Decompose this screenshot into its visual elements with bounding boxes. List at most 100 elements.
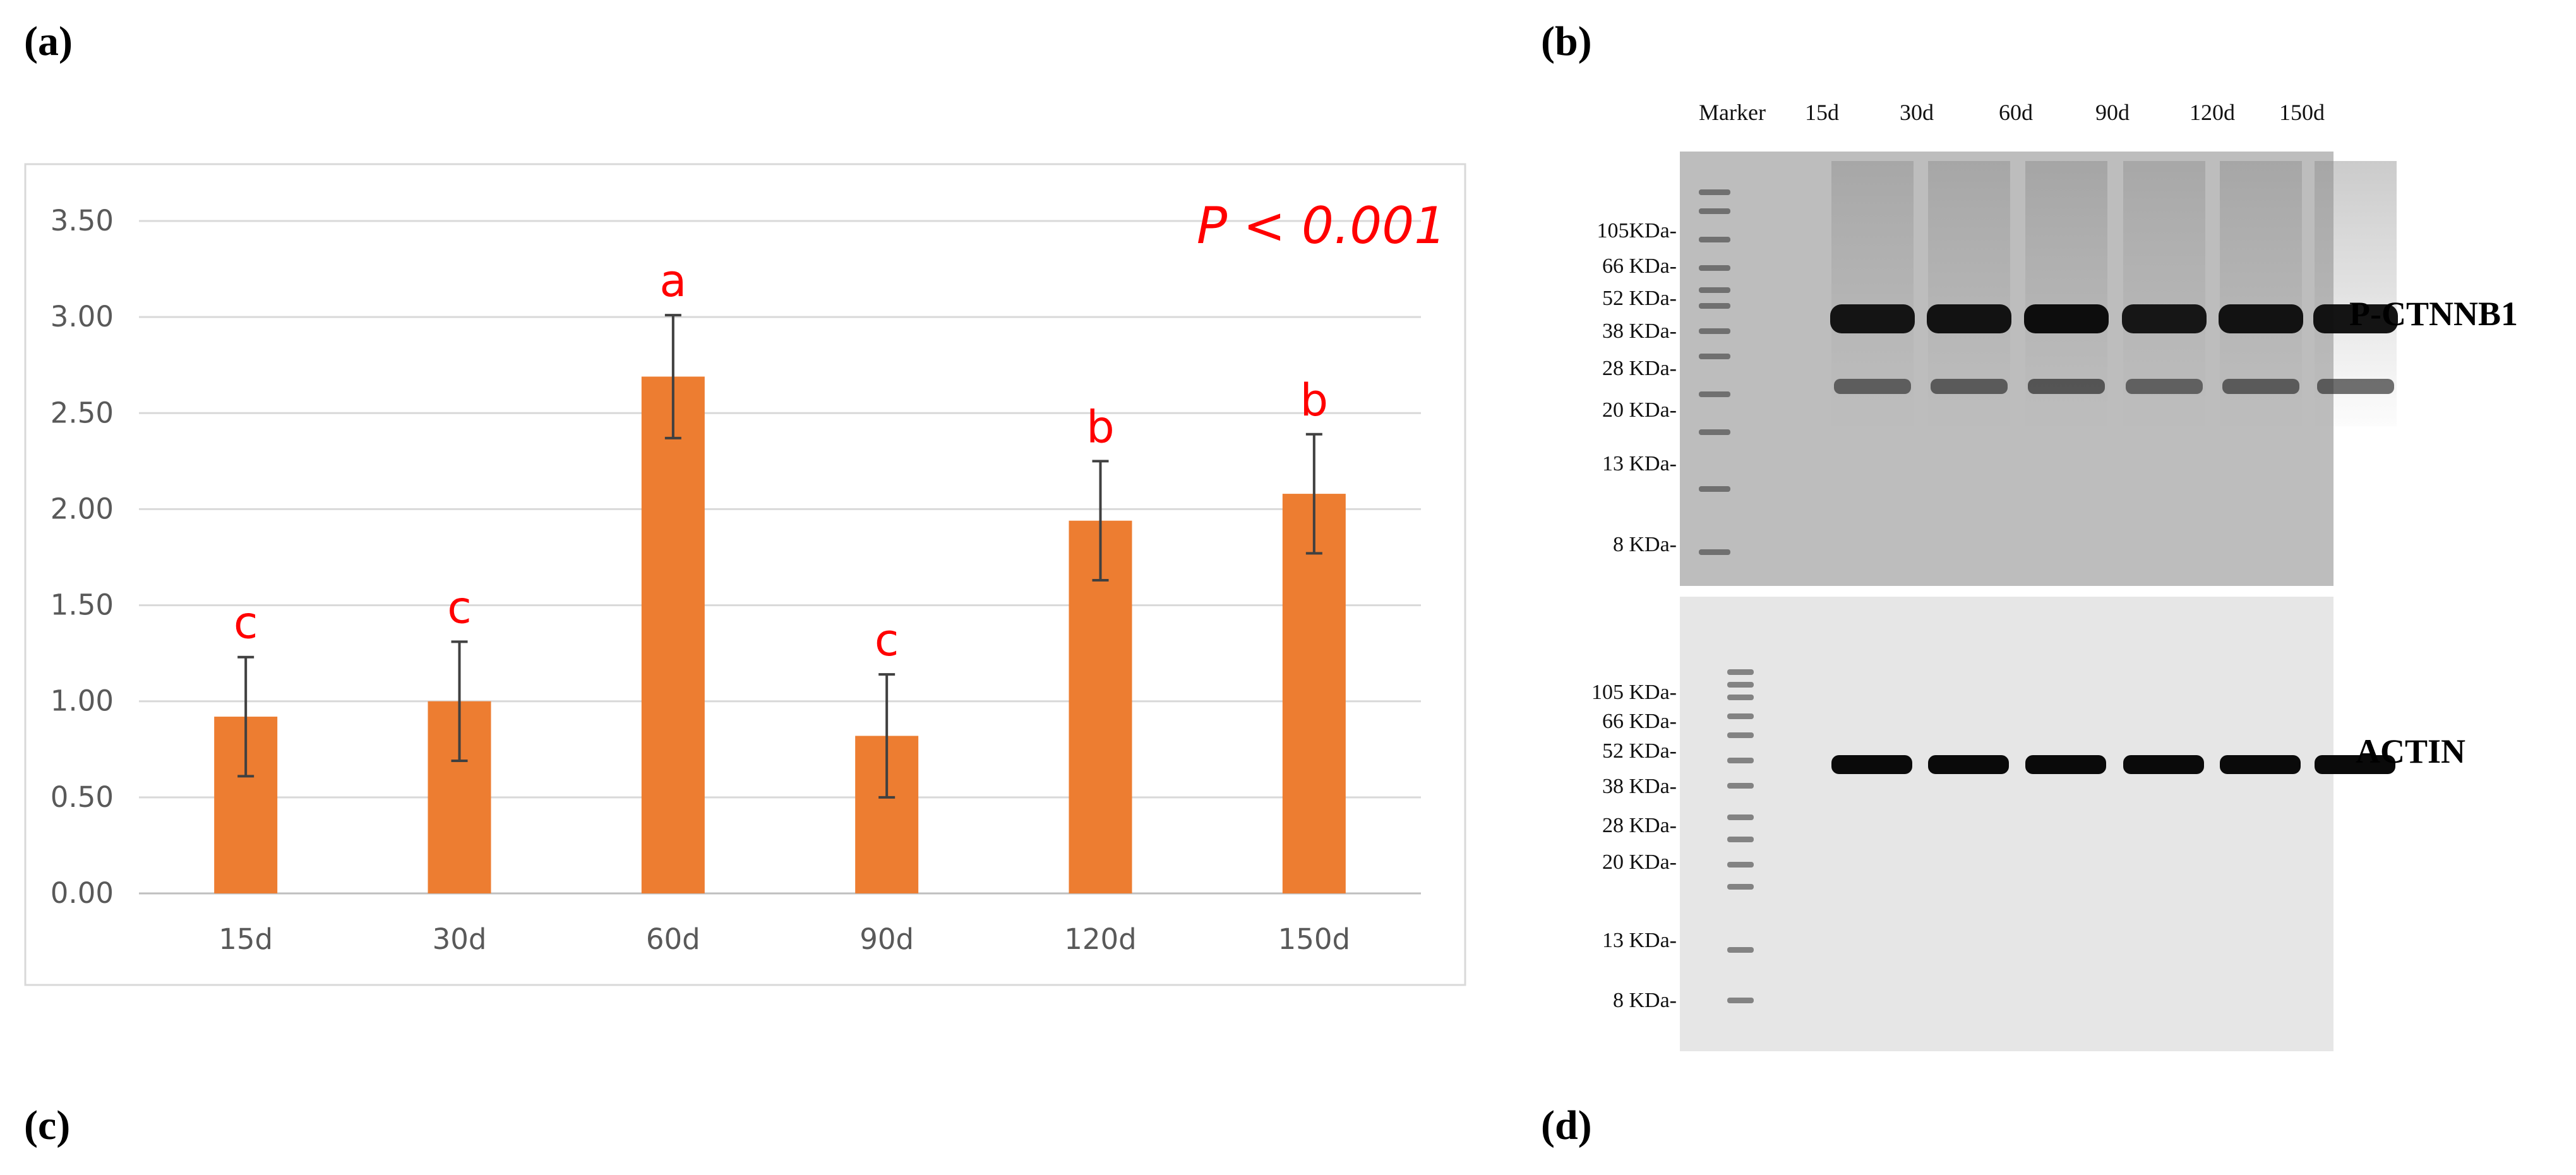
minor-band	[1834, 379, 1911, 394]
x-axis-ticks: 15d 30d 60d 90d 120d 150d	[219, 922, 1350, 956]
y-tick-label: 3.50	[51, 204, 114, 237]
ladder-band	[1699, 287, 1730, 293]
marker-size-label: 20 KDa-	[1602, 850, 1677, 874]
significance-letter: c	[447, 582, 472, 633]
marker-size-label: 38 KDa-	[1602, 775, 1677, 798]
ladder-band	[1699, 391, 1730, 397]
x-tick-label: 15d	[219, 922, 273, 956]
marker-size-label: 105 KDa-	[1591, 681, 1677, 704]
blot-lane-header: Marker	[1699, 100, 1766, 125]
significance-letters: c c a c b b	[234, 255, 1328, 666]
significance-letter: b	[1086, 401, 1114, 453]
blot-top-lanes	[1830, 161, 2398, 426]
error-bar	[878, 673, 896, 799]
blot-top-target-label: P-CTNNB1	[2349, 295, 2518, 333]
minor-band	[2126, 379, 2203, 394]
x-tick-label: 60d	[646, 922, 700, 956]
actin-band	[2220, 755, 2301, 774]
x-tick-label: 90d	[860, 922, 914, 956]
ladder-band	[1699, 189, 1730, 195]
significance-letter: c	[875, 614, 899, 666]
ladder-band	[1699, 303, 1730, 309]
blot-top-lane	[1830, 161, 1915, 426]
blot-lane-label: 60d	[1999, 100, 2033, 125]
panel-label-a: (a)	[24, 18, 73, 64]
marker-lane-label: Marker	[1699, 100, 1766, 125]
minor-band	[2222, 379, 2299, 394]
ladder-band	[1699, 549, 1730, 555]
ladder-band	[1699, 354, 1730, 359]
actin-band	[2025, 755, 2106, 774]
blot-top-lane	[2313, 161, 2398, 426]
panel-label-d: (d)	[1541, 1102, 1592, 1148]
error-bars	[237, 314, 1322, 799]
protein-band	[1830, 304, 1915, 333]
blot-top-lane	[2122, 161, 2207, 426]
marker-size-label: 66 KDa-	[1602, 710, 1677, 733]
actin-band	[1928, 755, 2009, 774]
bar-series	[214, 376, 1346, 893]
y-tick-label: 1.00	[51, 684, 114, 718]
y-tick-label: 0.50	[51, 780, 114, 814]
ladder-band	[1727, 732, 1754, 738]
actin-band	[2123, 755, 2204, 774]
blot-top-lane	[1927, 161, 2011, 426]
protein-band	[2313, 304, 2398, 333]
protein-band	[2024, 304, 2109, 333]
p-value-annotation: P < 0.001	[1197, 196, 1446, 255]
blot-top-marker-labels: 105KDa- 66 KDa- 52 KDa- 38 KDa- 28 KDa- 20 KD…	[1597, 219, 1677, 556]
ladder-band	[1699, 265, 1730, 271]
error-bar	[1092, 460, 1109, 582]
actin-band	[1831, 755, 1912, 774]
blot-lane-label: 90d	[2095, 100, 2130, 125]
blot-lane-label: 150d	[2279, 100, 2325, 125]
ladder-band	[1699, 429, 1730, 435]
y-tick-label: 2.00	[51, 492, 114, 525]
blot-lane-label: 30d	[1900, 100, 1934, 125]
y-tick-label: 3.00	[51, 300, 114, 333]
protein-band	[1927, 304, 2011, 333]
ladder-band	[1727, 862, 1754, 868]
y-tick-label: 2.50	[51, 396, 114, 429]
actin-band	[2315, 755, 2395, 774]
error-bar	[451, 640, 468, 763]
ladder-band	[1727, 783, 1754, 789]
error-bar	[237, 655, 255, 778]
ladder-band	[1727, 758, 1754, 763]
blot-lane-labels: 15d 30d 60d 90d 120d 150d	[1805, 100, 2325, 125]
significance-letter: c	[234, 597, 258, 649]
ladder-band	[1699, 328, 1730, 334]
ladder-band	[1727, 713, 1754, 719]
protein-band	[2122, 304, 2207, 333]
panel-label-c: (c)	[24, 1102, 71, 1148]
marker-size-label: 105KDa-	[1597, 219, 1677, 242]
minor-band	[2028, 379, 2105, 394]
blot-bottom-target-label: ACTIN	[2356, 732, 2465, 770]
blot-bottom-marker-labels: 105 KDa- 66 KDa- 52 KDa- 38 KDa- 28 KDa- 20 K…	[1591, 681, 1677, 1012]
minor-band	[1931, 379, 2008, 394]
marker-size-label: 52 KDa-	[1602, 287, 1677, 310]
significance-letter: b	[1300, 374, 1328, 426]
blot-bottom-membrane	[1680, 597, 2333, 1051]
ladder-band	[1699, 237, 1730, 242]
blot-top-lane	[2219, 161, 2303, 426]
minor-band	[2317, 379, 2394, 394]
ladder-band	[1727, 998, 1754, 1003]
blot-top-lane	[2024, 161, 2109, 426]
bar	[1282, 494, 1346, 893]
blot-bottom-ladder	[1727, 669, 1754, 1003]
marker-size-label: 13 KDa-	[1602, 452, 1677, 475]
x-tick-label: 30d	[433, 922, 487, 956]
error-bar	[1305, 432, 1322, 555]
y-axis-ticks: 0.00 0.50 1.00 1.50 2.00 2.50 3.00 3.50	[51, 204, 114, 910]
ladder-band	[1727, 814, 1754, 820]
significance-letter: a	[659, 255, 686, 307]
y-tick-label: 1.50	[51, 588, 114, 622]
ladder-band	[1727, 669, 1754, 675]
marker-size-label: 66 KDa-	[1602, 254, 1677, 278]
ladder-band	[1727, 884, 1754, 890]
blot-lane-label: 15d	[1805, 100, 1839, 125]
error-bar	[664, 314, 681, 439]
marker-size-label: 28 KDa-	[1602, 357, 1677, 380]
